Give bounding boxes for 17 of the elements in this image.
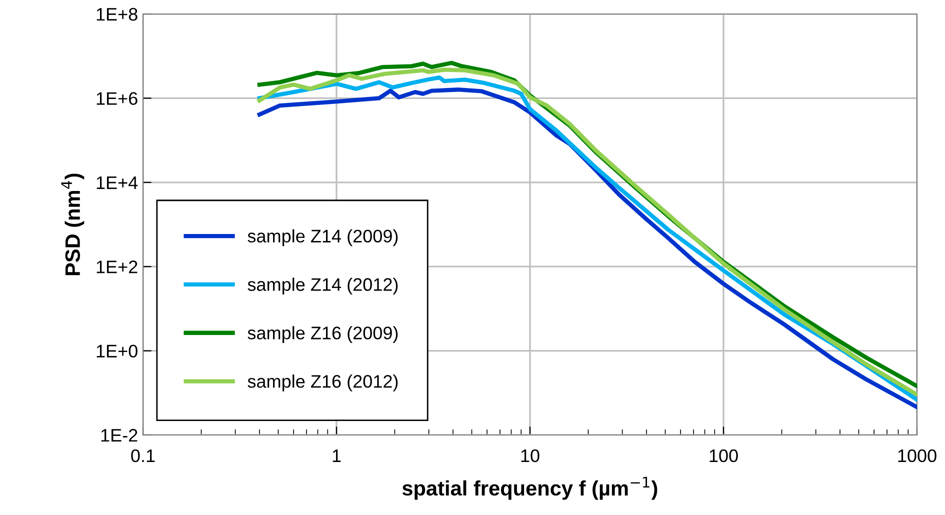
y-axis-title: PSD (nm$^{4}$) <box>61 174 84 276</box>
legend-label: sample Z14 (2012) <box>248 278 398 295</box>
y-tick-label: 1E+2 <box>96 260 138 274</box>
y-tick-label: 1E+4 <box>96 176 138 189</box>
x-tick-label: 100 <box>710 449 738 462</box>
legend-label: sample Z16 (2012) <box>248 374 398 392</box>
y-tick-label: 1E+0 <box>96 344 138 358</box>
x-tick-label: 10 <box>521 449 540 462</box>
x-tick-label: 1 <box>332 450 341 462</box>
y-tick-label: 1E+8 <box>96 8 138 21</box>
legend-label: sample Z14 (2009) <box>248 229 398 246</box>
legend-label: sample Z16 (2009) <box>248 326 398 343</box>
x-tick-label: 1000 <box>898 449 936 462</box>
y-tick-label: 1E+6 <box>96 92 138 105</box>
x-axis-title: spatial frequency f (µm$^{−1}$) <box>402 476 658 500</box>
x-tick-label: 0.1 <box>131 449 155 462</box>
y-tick-label: 1E-2 <box>101 428 138 442</box>
